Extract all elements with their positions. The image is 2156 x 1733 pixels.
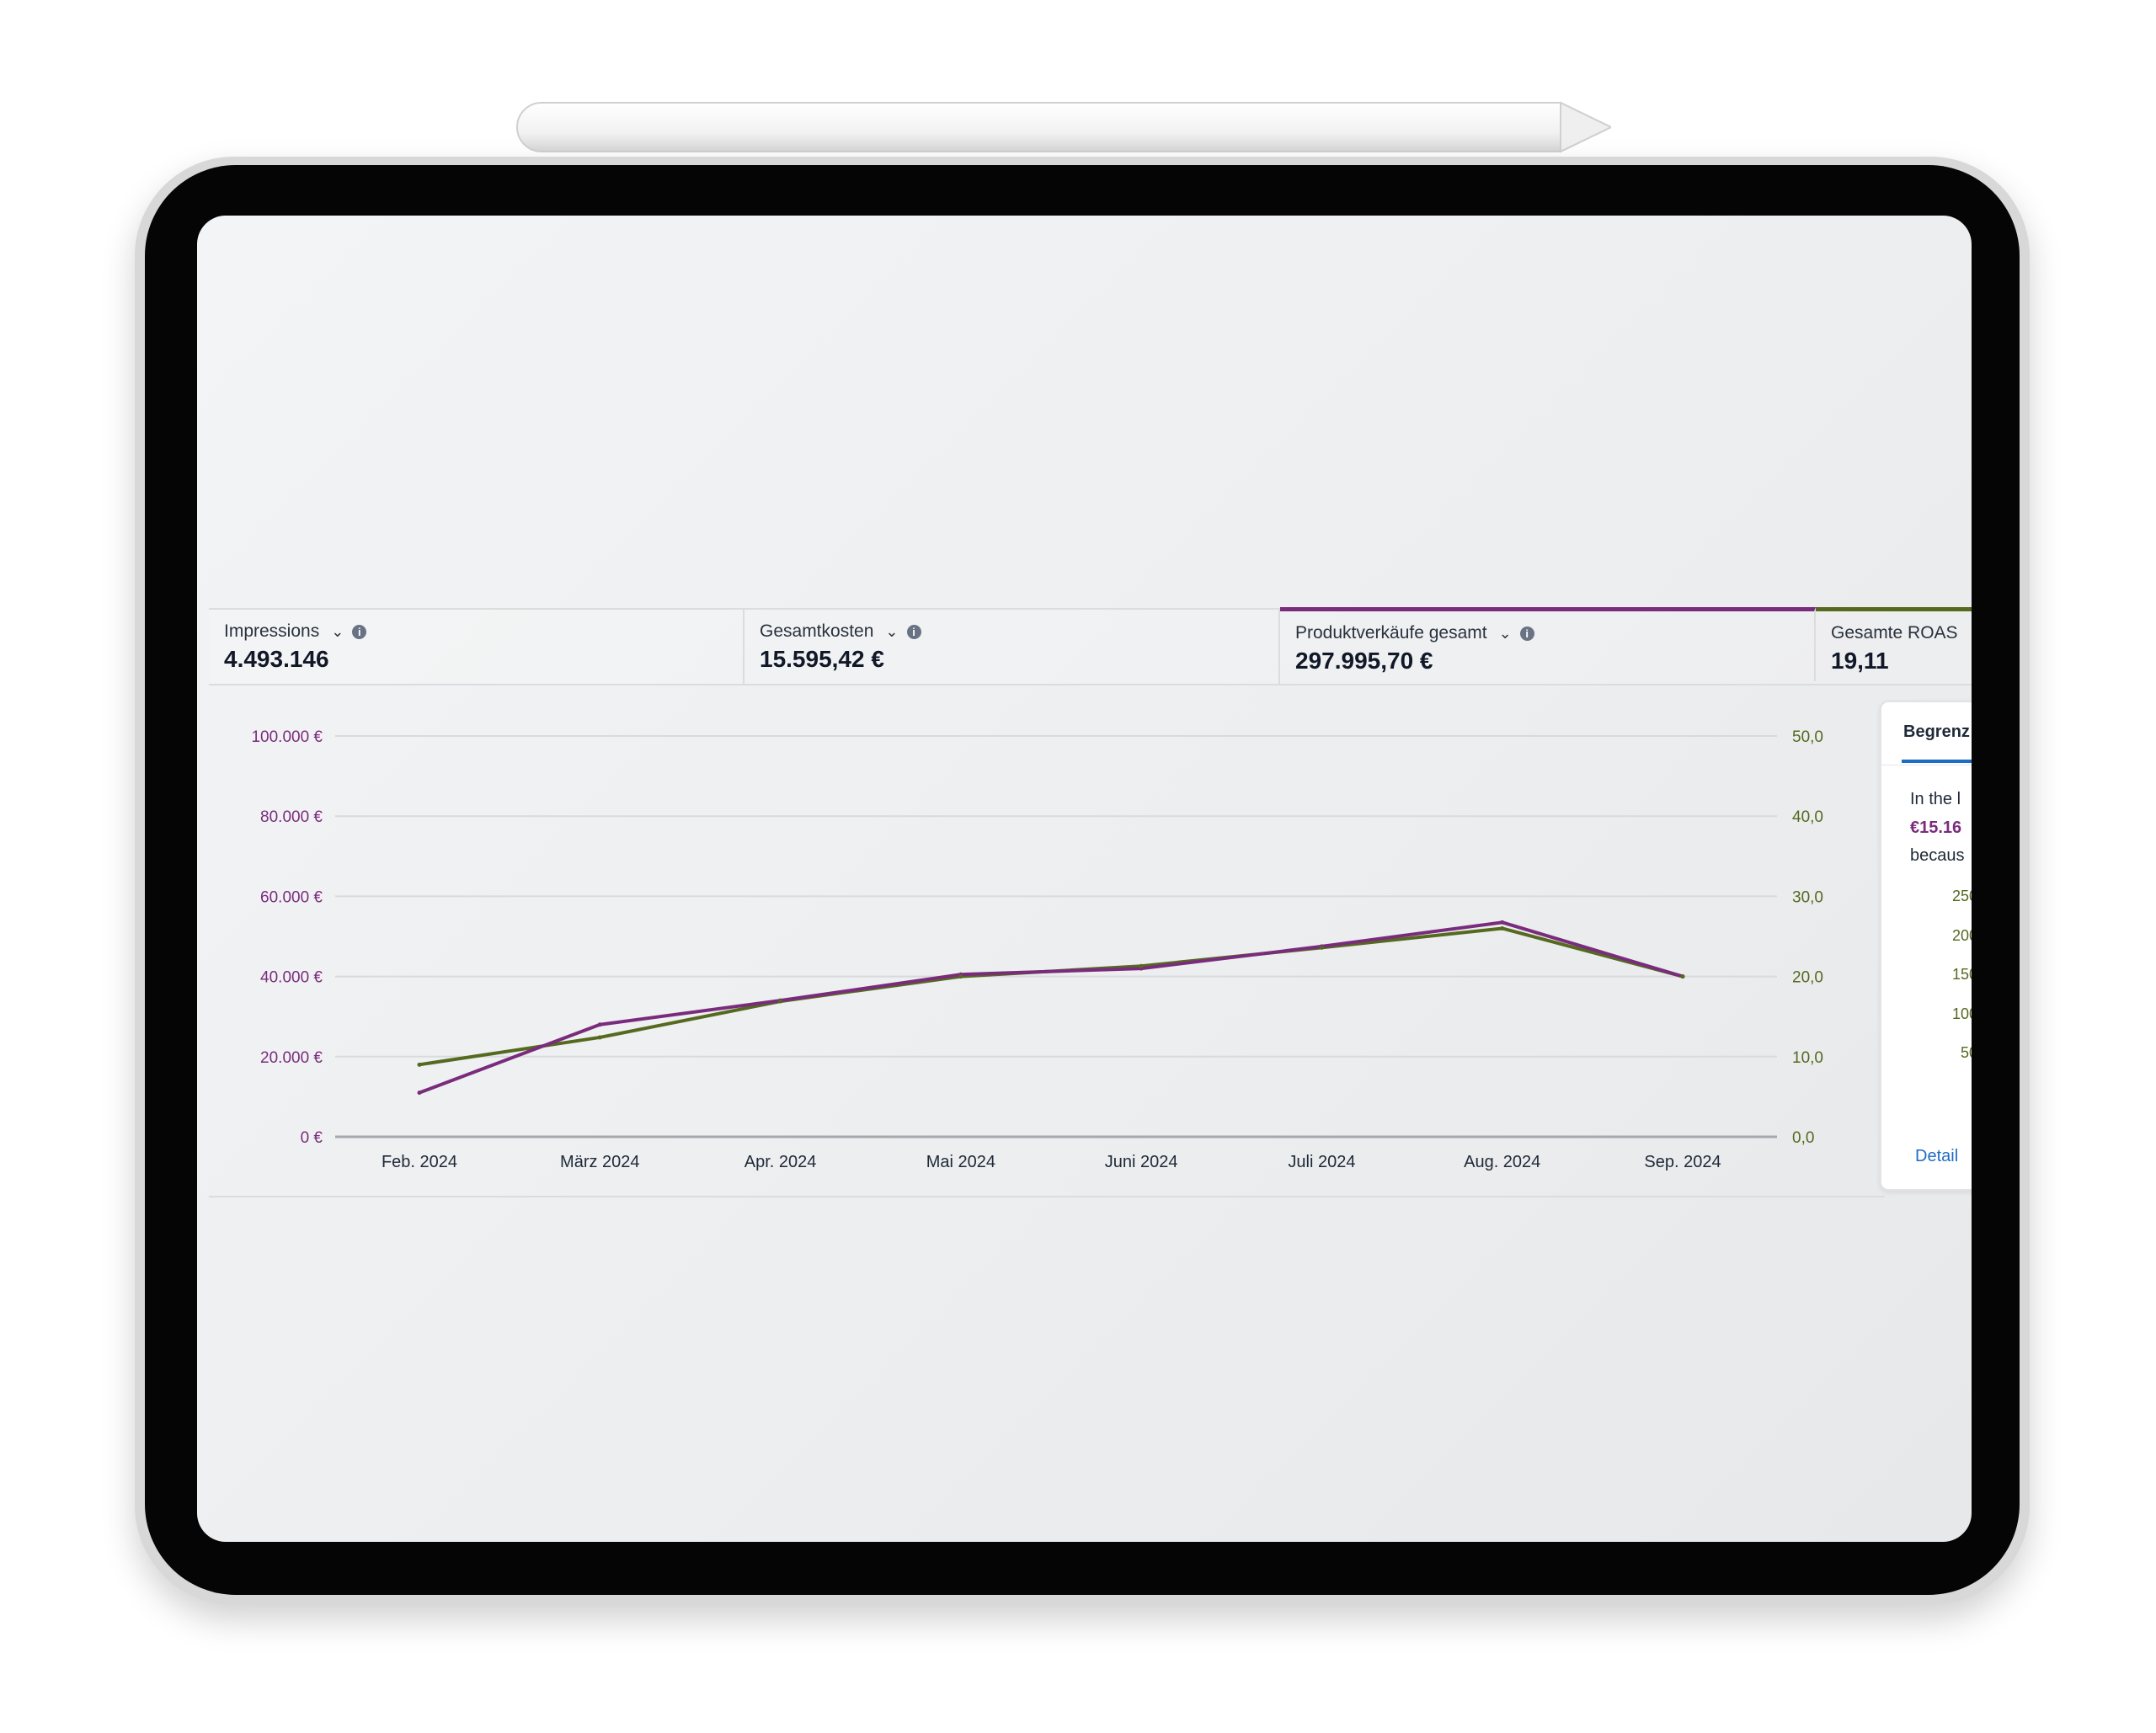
data-point-roas [597,1035,602,1040]
x-axis-tick-label: Juni 2024 [1105,1153,1178,1171]
left-axis-tick-label: 40.000 € [260,969,323,987]
chevron-down-icon[interactable]: ⌄ [885,623,899,640]
series-line-gesamte-roas [419,926,1684,1067]
info-icon[interactable]: i [906,625,921,639]
right-axis-tick-label: 30,0 [1792,888,1823,906]
recommendation-text-line-3: becaus [1910,846,1965,865]
details-link[interactable]: Detail [1915,1147,1959,1165]
right-axis-tick-label: 20,0 [1792,969,1823,987]
left-axis-tick-label: 60.000 € [260,888,323,906]
mini-chart-tick: 1000 [1951,1005,1972,1022]
metric-value-total-cost: 15.595,42 € [760,646,884,672]
recommendation-card: Begrenz In the l €15.16 becaus 2500 2000… [1880,701,1972,1191]
x-axis-tick-label: Apr. 2024 [744,1153,817,1171]
data-point-roas [1139,963,1144,968]
info-icon[interactable]: i [1519,627,1534,641]
mini-chart-tick: 500 [1960,1044,1972,1061]
chevron-down-icon[interactable]: ⌄ [331,623,344,640]
chart-panel: 0 € 0,0 20.000 € 10,0 40.000 € 20,0 60.000 € 30… [209,682,1885,1197]
x-axis-tick-label: Juli 2024 [1288,1153,1355,1171]
data-point-sales [417,1090,422,1096]
right-axis-tick-label: 40,0 [1792,808,1823,826]
right-axis-tick-label: 50,0 [1792,728,1823,746]
x-axis-tick-label: Sep. 2024 [1644,1153,1721,1171]
metric-impressions[interactable]: Impressions ⌄ i 4.493.146 [209,610,744,684]
recommendation-text-line-1: In the l [1910,790,1961,808]
active-tab-indicator [1902,760,1972,763]
data-point-roas [1680,974,1685,979]
chevron-down-icon[interactable]: ⌄ [1498,625,1512,642]
info-icon[interactable]: i [352,625,367,639]
metric-value-total-sales: 297.995,70 € [1295,648,1433,674]
series-line-produktverkaeufe [419,920,1684,1095]
performance-chart: 0 € 0,0 20.000 € 10,0 40.000 € 20,0 60.000 € 30… [251,728,1823,1171]
right-axis-tick-label: 0,0 [1792,1129,1814,1147]
metric-title: Produktverkäufe gesamt [1295,623,1487,643]
metric-label-total-sales: Produktverkäufe gesamt ⌄ i [1295,623,1534,643]
metric-label-total-cost: Gesamtkosten ⌄ i [760,621,921,642]
data-point-roas [1319,945,1324,950]
apple-pencil [516,101,1611,153]
metric-strip: Impressions ⌄ i 4.493.146 Gesamtkosten ⌄ i 1… [209,607,1972,685]
mini-chart-tick: 2000 [1951,927,1972,944]
pencil-icon [516,101,1611,153]
recommendation-title: Begrenz [1903,723,1970,741]
metric-title: Impressions [224,621,320,641]
mini-chart-tick: 1500 [1951,966,1972,983]
left-axis-tick-label: 100.000 € [251,728,323,746]
left-axis-tick-label: 80.000 € [260,808,323,826]
metric-label-impressions: Impressions ⌄ i [224,621,367,642]
metric-title: Gesamtkosten [760,621,874,641]
metric-total-sales[interactable]: Produktverkäufe gesamt ⌄ i 297.995,70 € [1280,607,1816,681]
data-point-sales [1500,920,1505,925]
data-point-roas [958,974,963,979]
metric-roas[interactable]: Gesamte ROAS 19,11 [1816,607,1972,681]
metric-label-roas: Gesamte ROAS [1831,623,1958,643]
metric-value-impressions: 4.493.146 [224,646,329,672]
metric-value-roas: 19,11 [1831,648,1889,674]
left-axis-tick-label: 20.000 € [260,1049,323,1067]
left-axis-tick-label: 0 € [301,1129,323,1147]
x-axis-tick-label: Aug. 2024 [1464,1153,1540,1171]
recommendation-amount: €15.16 [1910,819,1962,837]
x-axis-tick-label: März 2024 [560,1153,640,1171]
x-axis-tick-label: Feb. 2024 [382,1153,457,1171]
data-point-roas [417,1062,422,1067]
metric-total-cost[interactable]: Gesamtkosten ⌄ i 15.595,42 € [744,610,1280,684]
right-axis-tick-label: 10,0 [1792,1049,1823,1067]
mini-chart-tick: 2500 [1951,888,1972,904]
data-point-sales [597,1022,602,1027]
data-point-roas [778,999,783,1004]
tablet-screen: Impressions ⌄ i 4.493.146 Gesamtkosten ⌄ i 1… [197,216,1972,1542]
x-axis-tick-label: Mai 2024 [926,1153,995,1171]
data-point-roas [1500,925,1505,930]
